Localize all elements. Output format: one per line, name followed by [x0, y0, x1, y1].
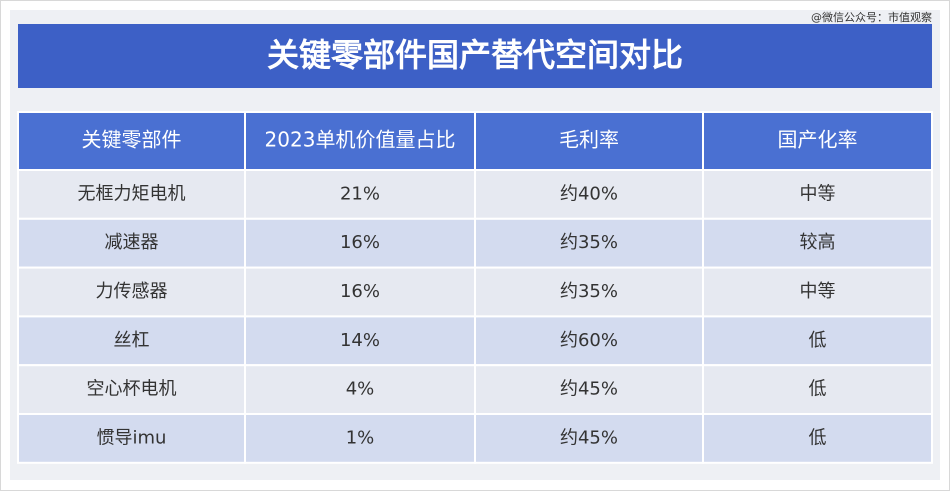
title: 关键零部件国产替代空间对比 — [267, 36, 683, 74]
cell-text: 16% — [340, 232, 380, 253]
cell — [702, 266, 933, 318]
cell — [702, 364, 933, 416]
header-text: 2023单机价值量占比 — [265, 128, 456, 152]
cell — [244, 169, 476, 220]
header-text: 毛利率 — [559, 128, 619, 152]
cell — [474, 169, 704, 220]
cell-text: 中等 — [800, 281, 836, 302]
cell-text: 低 — [809, 379, 827, 400]
title-bar — [18, 24, 932, 88]
cell-text: 空心杯电机 — [87, 379, 177, 400]
cell — [702, 315, 933, 367]
cell-text: 1% — [346, 427, 375, 448]
cell-text: 约45% — [560, 427, 618, 448]
cell-text: 16% — [340, 281, 380, 302]
cell — [17, 266, 246, 318]
cell-text: 约40% — [560, 183, 618, 204]
cell — [244, 217, 476, 269]
header-text: 关键零部件 — [82, 128, 182, 152]
cell — [17, 217, 246, 269]
cell-text: 中等 — [800, 183, 836, 204]
cell — [244, 364, 476, 416]
cell-text: 约45% — [560, 379, 618, 400]
cell-text: 丝杠 — [114, 330, 150, 351]
watermark: @微信公众号：市值观察 — [811, 10, 932, 24]
cell — [17, 169, 246, 220]
cell — [702, 217, 933, 269]
header-text: 国产化率 — [778, 128, 858, 152]
cell-text: 低 — [809, 427, 827, 448]
cell-text: 14% — [340, 330, 380, 351]
cell — [474, 364, 704, 416]
cell-text: 约35% — [560, 281, 618, 302]
cell — [17, 413, 246, 464]
cell-text: 惯导imu — [97, 427, 167, 448]
cell-text: 无框力矩电机 — [78, 183, 186, 204]
cell-text: 较高 — [800, 232, 836, 253]
cell — [702, 413, 933, 464]
cell-text: 约60% — [560, 330, 618, 351]
cell-text: 约35% — [560, 232, 618, 253]
header-cell — [474, 111, 704, 171]
cell-text: 低 — [809, 330, 827, 351]
cell — [244, 413, 476, 464]
cell — [474, 217, 704, 269]
header-cell — [702, 111, 933, 171]
cell-text: 4% — [346, 379, 375, 400]
cell-text: 21% — [340, 183, 380, 204]
cell-text: 减速器 — [105, 232, 159, 253]
cell — [17, 315, 246, 367]
cell — [474, 413, 704, 464]
cell-text: 力传感器 — [96, 281, 168, 302]
